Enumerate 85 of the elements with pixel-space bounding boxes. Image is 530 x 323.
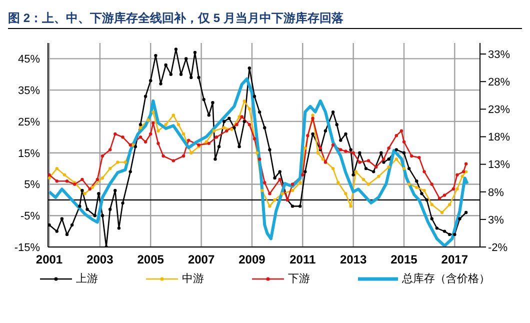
point — [108, 166, 112, 170]
x-tick-label: 2013 — [340, 252, 367, 267]
point — [138, 126, 142, 130]
y2-tick-label: 8% — [488, 186, 504, 199]
point — [331, 166, 335, 170]
y-tick-label: 5% — [24, 179, 40, 192]
point — [242, 99, 246, 103]
chart-title: 图 2：上、中、下游库存全线回补，仅 5 月当月中下游库存回落 — [8, 8, 522, 29]
point — [230, 128, 234, 131]
point — [377, 174, 380, 178]
point — [176, 123, 180, 126]
point — [182, 132, 186, 136]
point — [290, 188, 294, 192]
point — [321, 158, 325, 161]
x-tick-label: 2001 — [36, 252, 63, 267]
point — [387, 165, 390, 169]
point — [344, 192, 348, 196]
point — [172, 114, 176, 117]
legend-label: 下游 — [288, 272, 310, 286]
point — [260, 188, 264, 192]
point — [124, 160, 127, 164]
y2-tick-label: 18% — [488, 132, 510, 144]
point — [248, 107, 252, 111]
point — [255, 151, 259, 154]
point — [430, 203, 434, 206]
y2-tick-label: 28% — [488, 76, 510, 88]
point — [349, 204, 352, 208]
point — [212, 129, 216, 132]
point — [311, 114, 314, 117]
point — [190, 151, 193, 154]
point — [366, 182, 370, 186]
point — [146, 118, 150, 122]
x-tick-label: 2011 — [290, 252, 316, 267]
point — [83, 192, 86, 196]
y2-tick-label: -2% — [488, 242, 508, 254]
y-tick-label: -15% — [14, 242, 40, 254]
x-tick-label: 2009 — [238, 252, 266, 267]
y-tick-label: -5% — [20, 210, 40, 223]
legend-label: 上游 — [76, 272, 98, 286]
point — [415, 186, 418, 189]
x-tick-label: 2017 — [441, 252, 468, 267]
point — [440, 210, 444, 214]
point — [456, 187, 459, 191]
x-tick-label: 2007 — [188, 252, 215, 267]
point — [156, 129, 160, 132]
point — [48, 176, 51, 180]
point — [280, 192, 284, 196]
point — [55, 166, 58, 170]
point — [304, 146, 307, 150]
point — [90, 186, 94, 189]
point — [222, 126, 226, 130]
point — [298, 181, 302, 184]
point — [204, 140, 208, 144]
legend-label: 总库存（含价格） — [402, 272, 490, 286]
y-tick-label: 45% — [18, 54, 40, 66]
point — [268, 204, 272, 208]
y2-tick-label: 23% — [488, 104, 510, 116]
point — [394, 158, 398, 161]
line-series — [48, 99, 468, 214]
point — [152, 110, 155, 114]
x-tick-label: 2005 — [137, 252, 164, 267]
x-tick-label: 2015 — [390, 252, 418, 267]
point — [62, 173, 66, 176]
x-tick-label: 2003 — [86, 252, 114, 267]
point — [460, 174, 464, 178]
y-tick-label: 15% — [18, 148, 40, 160]
point — [402, 166, 406, 170]
point — [448, 203, 452, 206]
y2-tick-label: 13% — [488, 159, 510, 172]
y-tick-label: 25% — [18, 116, 40, 128]
point — [164, 123, 168, 126]
y-tick-label: 35% — [18, 84, 40, 97]
point — [316, 151, 320, 154]
y2-tick-label: 33% — [488, 48, 510, 61]
point — [116, 160, 120, 164]
point — [100, 176, 104, 180]
legend-label: 中游 — [182, 272, 204, 286]
point — [354, 170, 358, 174]
point — [362, 178, 366, 182]
point — [336, 181, 340, 184]
point — [464, 170, 468, 174]
point — [407, 182, 411, 186]
point — [422, 188, 426, 192]
y2-tick-label: 3% — [488, 214, 504, 226]
point — [273, 198, 276, 202]
